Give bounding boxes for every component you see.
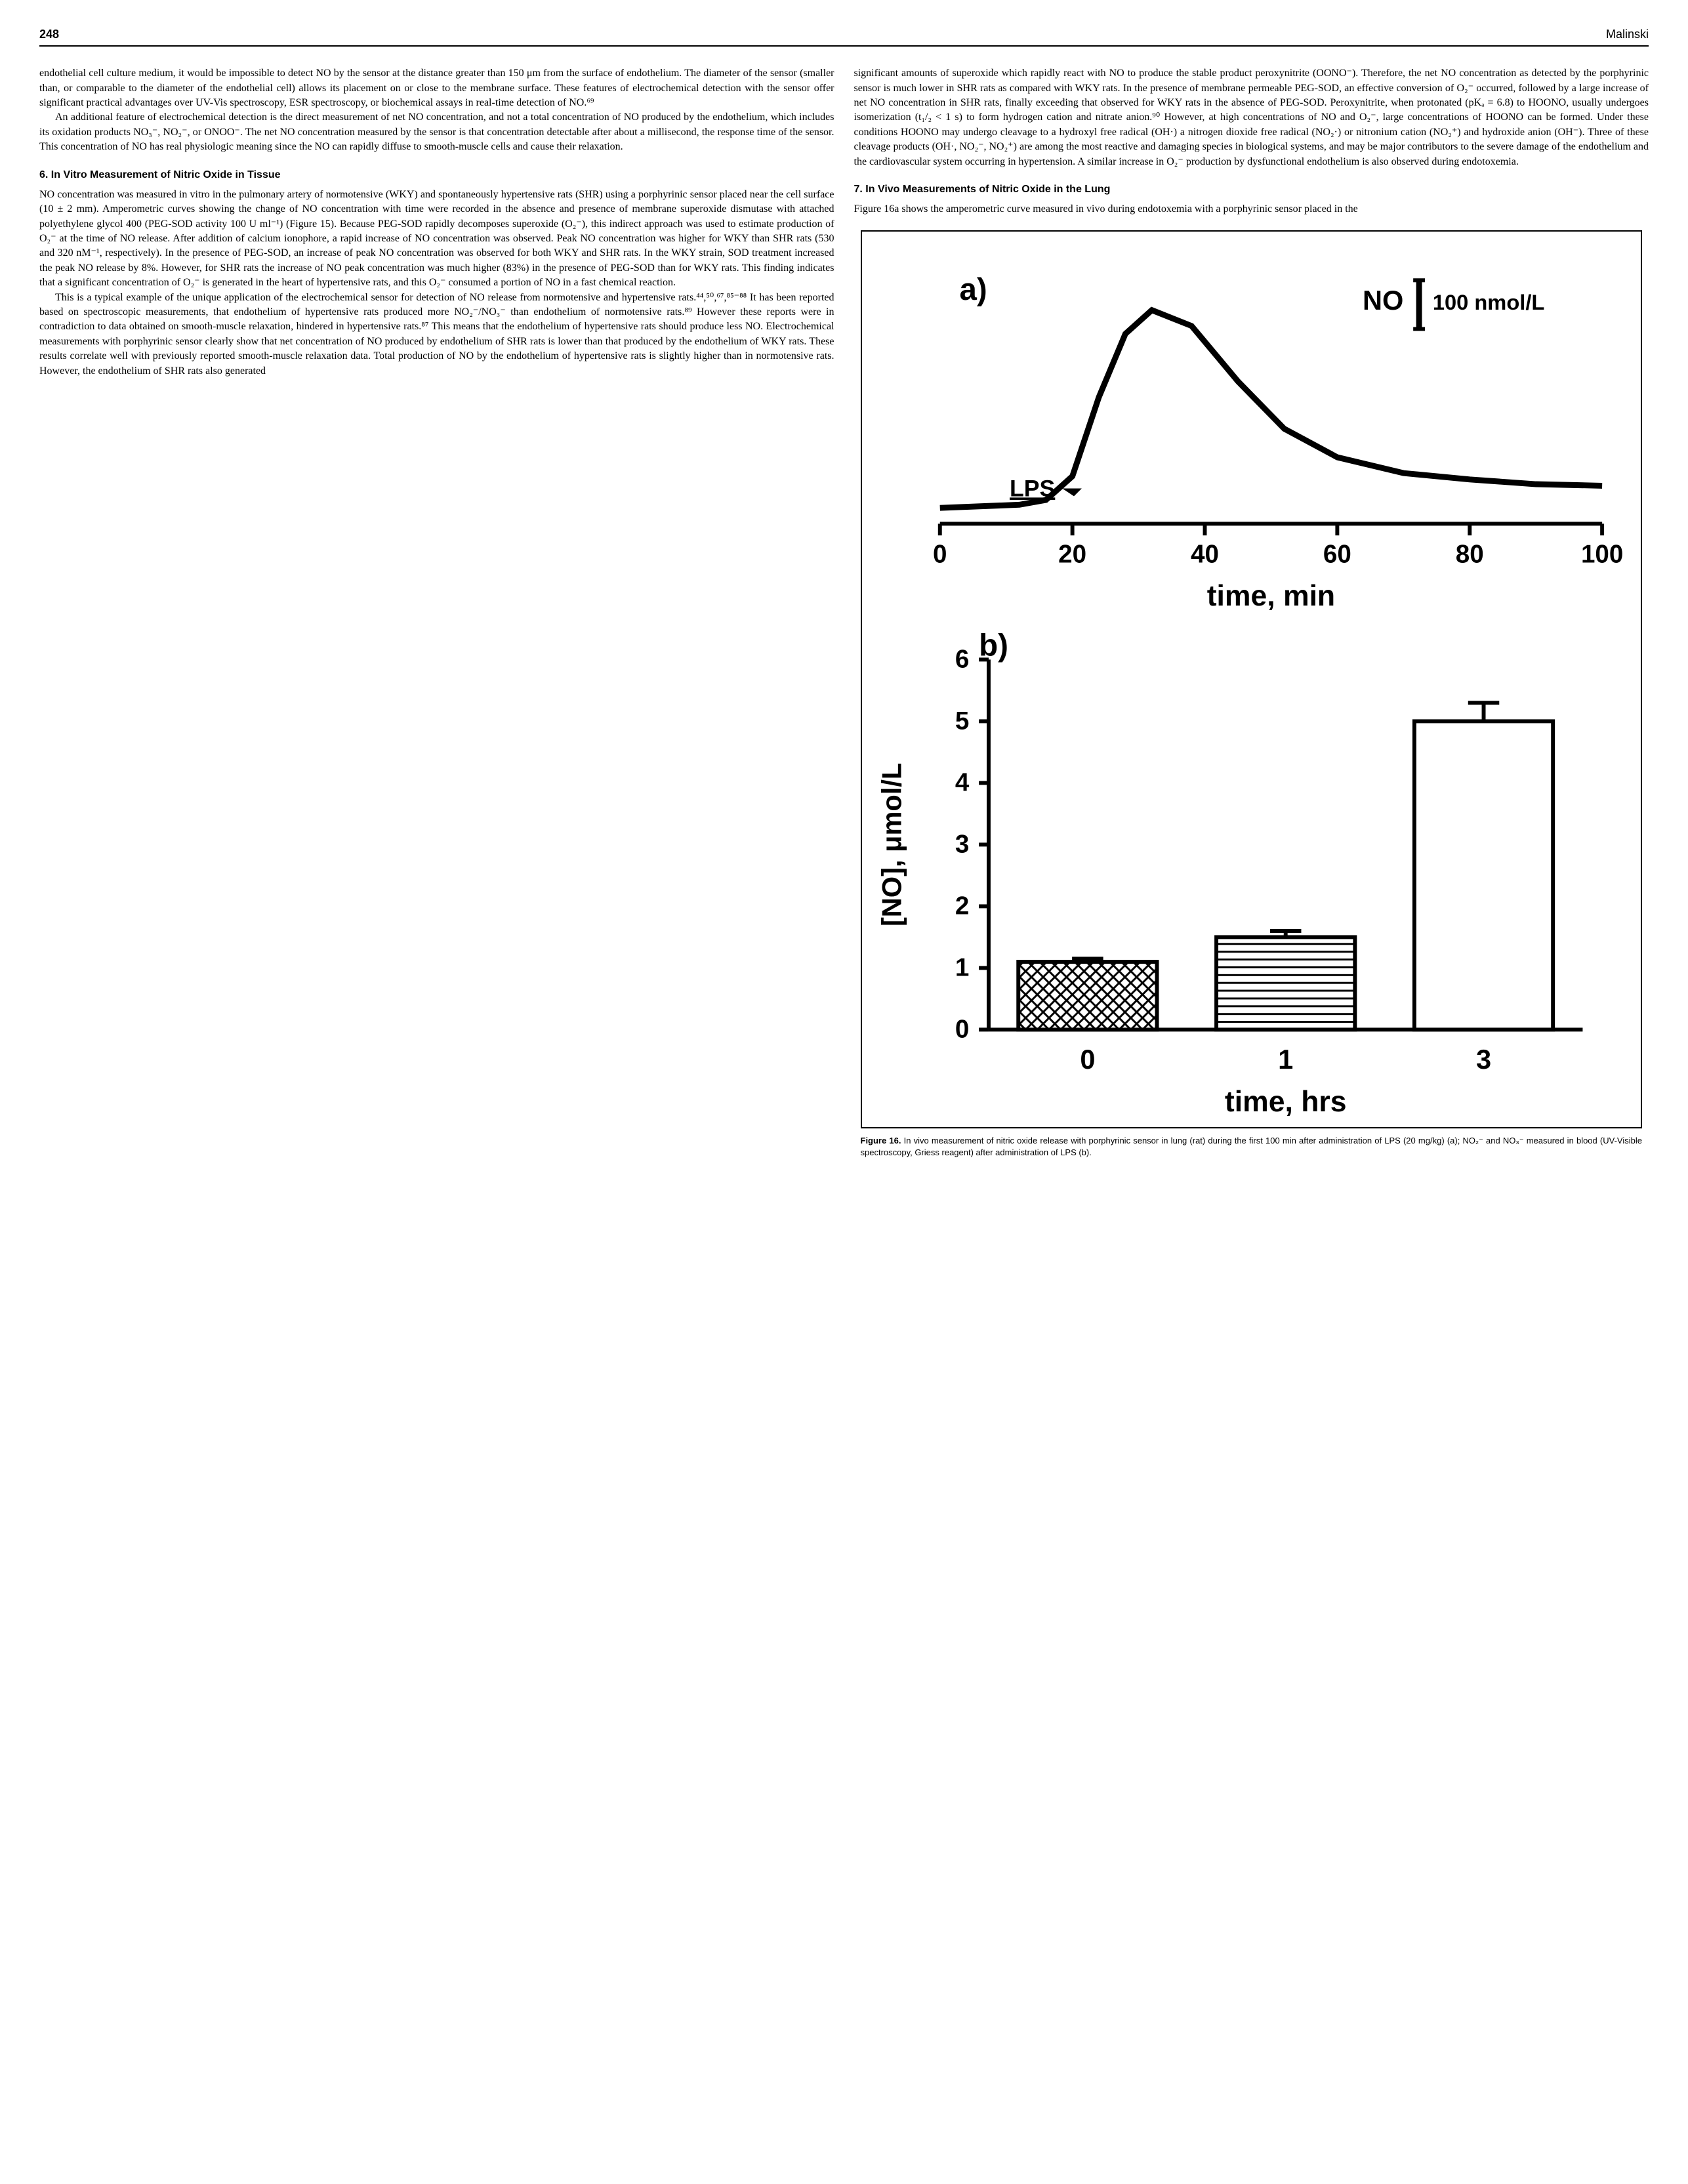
svg-text:4: 4: [955, 769, 969, 797]
svg-text:5: 5: [955, 707, 968, 735]
svg-text:100 nmol/L: 100 nmol/L: [1432, 289, 1544, 314]
running-author: Malinski: [1606, 26, 1649, 43]
paragraph: An additional feature of electrochemical…: [39, 110, 834, 154]
paragraph: significant amounts of superoxide which …: [854, 66, 1649, 169]
svg-text:NO: NO: [1362, 284, 1403, 315]
right-column: significant amounts of superoxide which …: [854, 66, 1649, 1158]
paragraph: Figure 16a shows the amperometric curve …: [854, 202, 1649, 216]
page-number: 248: [39, 26, 59, 43]
svg-text:60: 60: [1323, 540, 1351, 568]
figure-16: 020406080100a)LPSNO100 nmol/Ltime, min 0…: [861, 230, 1643, 1129]
svg-text:40: 40: [1191, 540, 1219, 568]
svg-text:0: 0: [955, 1016, 968, 1044]
svg-text:1: 1: [1278, 1044, 1293, 1075]
svg-text:3: 3: [1475, 1044, 1491, 1075]
svg-text:6: 6: [955, 646, 968, 674]
figure-16a-plot: 0 20 40 60 80 100 a) LPS NO 100 nmol/L time, min: [862, 232, 1641, 621]
section-heading-7: 7. In Vivo Measurements of Nitric Oxide …: [854, 182, 1649, 197]
paragraph: NO concentration was measured in vitro i…: [39, 188, 834, 291]
svg-text:time, hrs: time, hrs: [1224, 1086, 1346, 1119]
left-column: endothelial cell culture medium, it woul…: [39, 66, 834, 1158]
figure-16-caption: Figure 16. In vivo measurement of nitric…: [854, 1135, 1649, 1158]
page-header: 248 Malinski: [39, 26, 1649, 47]
svg-text:3: 3: [955, 831, 968, 859]
svg-text:a): a): [959, 272, 987, 307]
paragraph: This is a typical example of the unique …: [39, 291, 834, 379]
svg-text:100: 100: [1580, 540, 1622, 568]
paragraph: endothelial cell culture medium, it woul…: [39, 66, 834, 110]
figure-16b-plot: 0 1 2 3 4 5 6 0 1 3 b) [NO], μmol/L time, hrs: [862, 621, 1641, 1127]
two-column-layout: endothelial cell culture medium, it woul…: [39, 66, 1649, 1158]
svg-text:0: 0: [1080, 1044, 1095, 1075]
svg-text:80: 80: [1455, 540, 1483, 568]
svg-text:2: 2: [955, 892, 968, 920]
svg-text:0: 0: [933, 540, 947, 568]
caption-text: In vivo measurement of nitric oxide rele…: [861, 1136, 1643, 1157]
svg-text:[NO], μmol/L: [NO], μmol/L: [876, 763, 907, 926]
section-heading-6: 6. In Vitro Measurement of Nitric Oxide …: [39, 168, 834, 182]
svg-text:time, min: time, min: [1206, 580, 1334, 612]
caption-label: Figure 16.: [861, 1136, 901, 1145]
svg-text:1: 1: [955, 954, 968, 982]
svg-text:20: 20: [1058, 540, 1086, 568]
svg-text:LPS: LPS: [1010, 475, 1055, 501]
svg-text:b): b): [979, 628, 1008, 663]
